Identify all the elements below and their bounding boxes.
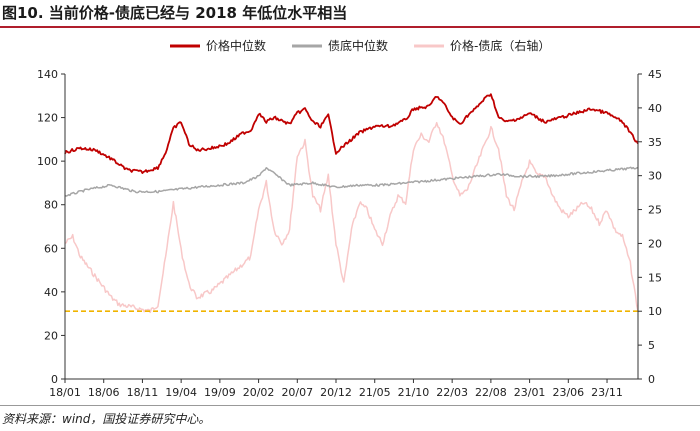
source-rule	[0, 405, 700, 406]
right-tick-label: 20	[648, 237, 662, 250]
right-tick-label: 40	[648, 102, 662, 115]
chart-legend: 价格中位数 债底中位数 价格-债底（右轴）	[170, 38, 550, 53]
right-tick-label: 45	[648, 68, 662, 81]
right-tick-label: 10	[648, 305, 662, 318]
x-tick-label: 21/10	[398, 386, 430, 399]
legend-label: 价格-债底（右轴）	[450, 38, 550, 53]
right-tick-label: 30	[648, 170, 662, 183]
left-tick-label: 60	[44, 242, 58, 255]
x-tick-label: 23/01	[514, 386, 546, 399]
left-tick-label: 80	[44, 199, 58, 212]
left-tick-label: 40	[44, 286, 58, 299]
price-median-line	[64, 93, 639, 174]
x-tick-label: 22/08	[475, 386, 507, 399]
x-tick-label: 18/11	[127, 386, 159, 399]
left-tick-label: 0	[51, 373, 58, 386]
legend-item-price-median: 价格中位数	[170, 38, 266, 53]
right-tick-label: 15	[648, 271, 662, 284]
x-tick-label: 20/02	[243, 386, 275, 399]
figure-title: 图10. 当前价格-债底已经与 2018 年低位水平相当	[2, 4, 348, 22]
left-tick-label: 120	[37, 112, 58, 125]
left-tick-label: 100	[37, 155, 58, 168]
x-tick-label: 18/01	[49, 386, 81, 399]
right-tick-label: 25	[648, 204, 662, 217]
x-tick-label: 18/06	[88, 386, 120, 399]
axes-layer: 0 20 40 60 80 100 120 140 0 5 10 15 20 25 30 35 40 45 18/0…	[37, 68, 662, 399]
x-tick-label: 19/09	[204, 386, 236, 399]
price-minus-floor-line	[64, 121, 639, 314]
title-rule	[0, 26, 700, 28]
legend-item-bond-floor-median: 债底中位数	[292, 38, 388, 53]
series-layer	[64, 93, 639, 314]
right-tick-label: 0	[648, 373, 655, 386]
x-tick-label: 20/07	[281, 386, 313, 399]
right-tick-label: 35	[648, 136, 662, 149]
bond-floor-median-line	[64, 166, 639, 197]
legend-label: 债底中位数	[328, 38, 388, 53]
legend-item-price-minus-floor: 价格-债底（右轴）	[414, 38, 550, 53]
x-tick-label: 23/11	[591, 386, 623, 399]
left-tick-label: 20	[44, 329, 58, 342]
line-chart: 价格中位数 债底中位数 价格-债底（右轴） 0 20 40 60 80 100 120 140 0 5…	[37, 38, 662, 399]
legend-label: 价格中位数	[206, 38, 266, 53]
right-tick-label: 5	[648, 339, 655, 352]
x-tick-label: 21/05	[359, 386, 391, 399]
x-tick-label: 23/06	[552, 386, 584, 399]
x-tick-label: 22/03	[436, 386, 468, 399]
source-note: 资料来源：wind，国投证券研究中心。	[2, 412, 211, 426]
x-tick-label: 20/12	[320, 386, 352, 399]
x-tick-label: 19/04	[165, 386, 197, 399]
left-tick-label: 140	[37, 68, 58, 81]
